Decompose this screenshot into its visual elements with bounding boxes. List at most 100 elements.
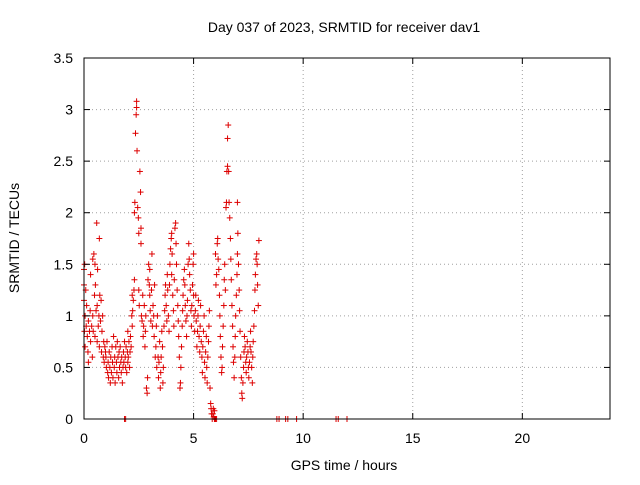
data-point [118, 369, 125, 376]
data-point [91, 333, 98, 340]
data-point [106, 348, 113, 355]
data-point [227, 235, 234, 242]
data-point [130, 297, 137, 304]
data-point [170, 307, 177, 314]
data-point [247, 343, 254, 350]
data-point [218, 369, 225, 376]
data-point [185, 261, 192, 268]
data-point [157, 369, 164, 376]
data-point [248, 348, 255, 355]
data-point [224, 163, 231, 170]
data-point [131, 276, 138, 283]
data-point [168, 230, 175, 237]
data-point [174, 302, 181, 309]
data-point [253, 250, 260, 257]
data-point [93, 307, 100, 314]
data-point [109, 374, 116, 381]
data-point [254, 281, 261, 288]
data-point [227, 256, 234, 263]
data-point [249, 379, 256, 386]
data-point [237, 328, 244, 335]
data-point [169, 250, 176, 257]
data-point [214, 235, 221, 242]
data-point [251, 307, 258, 314]
data-point [234, 199, 241, 206]
data-point [90, 328, 97, 335]
data-point [157, 385, 164, 392]
data-point [166, 261, 173, 268]
x-tick-label: 0 [80, 430, 88, 446]
data-point [156, 338, 163, 345]
data-point [129, 292, 136, 299]
data-point [221, 261, 228, 268]
data-point [133, 104, 140, 111]
plot-area-frame [83, 57, 611, 420]
data-point [146, 266, 153, 273]
data-point [203, 333, 210, 340]
data-point [146, 281, 153, 288]
data-point [160, 323, 167, 330]
data-point [220, 302, 227, 309]
data-point [148, 250, 155, 257]
y-tick-label: 0 [65, 411, 73, 427]
data-point [155, 374, 162, 381]
data-point [139, 318, 146, 325]
data-point [204, 354, 211, 361]
data-point [141, 343, 148, 350]
data-point [214, 240, 221, 247]
data-points [81, 98, 350, 422]
data-point [242, 343, 249, 350]
data-point [135, 214, 142, 221]
data-point [196, 348, 203, 355]
data-point [223, 204, 230, 211]
data-point [197, 302, 204, 309]
data-point [250, 338, 257, 345]
data-point [175, 318, 182, 325]
data-point [142, 312, 149, 319]
data-point [187, 287, 194, 294]
data-point [243, 354, 250, 361]
data-point [219, 343, 226, 350]
data-point [114, 338, 121, 345]
data-point [88, 323, 95, 330]
data-point [205, 338, 212, 345]
data-point [212, 250, 219, 257]
data-point [112, 379, 119, 386]
data-point [243, 369, 250, 376]
y-tick-label: 3 [65, 102, 73, 118]
data-point [144, 390, 151, 397]
data-point [198, 354, 205, 361]
data-point [241, 333, 248, 340]
data-point [251, 287, 258, 294]
data-point [209, 410, 216, 417]
data-point [144, 374, 151, 381]
data-point [152, 343, 159, 350]
data-point [94, 266, 101, 273]
data-point [89, 256, 96, 263]
data-point [205, 323, 212, 330]
data-point [176, 385, 183, 392]
data-point [124, 359, 131, 366]
data-point [146, 292, 153, 299]
data-point [229, 323, 236, 330]
x-tick-label: 10 [295, 430, 311, 446]
data-point [252, 271, 259, 278]
x-tick-label: 20 [515, 430, 531, 446]
data-point [168, 271, 175, 278]
data-point [190, 261, 197, 268]
data-point [216, 312, 223, 319]
data-point [172, 220, 179, 227]
data-point [163, 302, 170, 309]
data-point [129, 323, 136, 330]
data-point [89, 354, 96, 361]
data-point [119, 379, 126, 386]
data-point [239, 379, 246, 386]
data-point [115, 374, 122, 381]
data-point [158, 328, 165, 335]
data-point [217, 333, 224, 340]
data-point [171, 276, 178, 283]
data-point [216, 292, 223, 299]
data-point [127, 348, 134, 355]
data-point [198, 338, 205, 345]
